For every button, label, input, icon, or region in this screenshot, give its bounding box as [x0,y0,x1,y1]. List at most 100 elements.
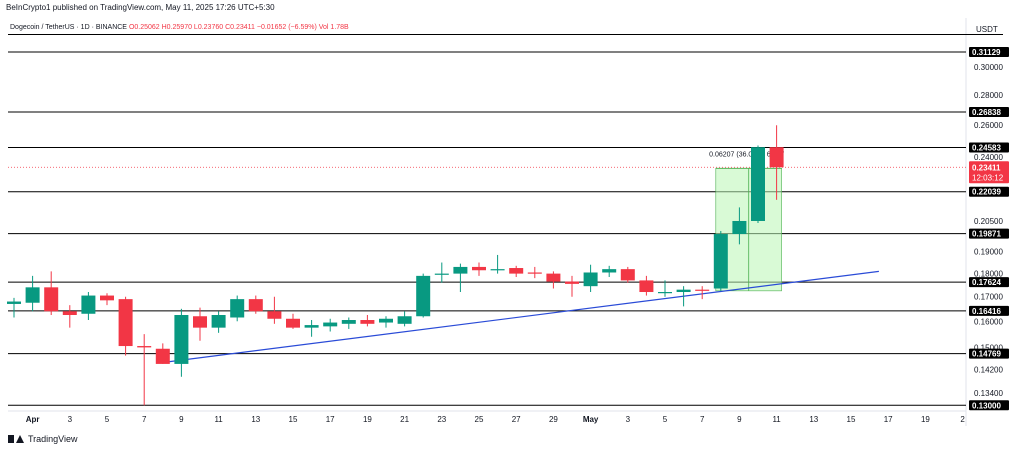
price-tick-label: 0.28000 [974,91,1003,100]
time-tick-label: 5 [105,415,110,424]
level-price-label: 0.26838 [972,108,1001,117]
level-price-label: 0.13000 [972,401,1001,410]
price-tick-label: 0.20500 [974,217,1003,226]
time-tick-label: 19 [363,415,372,424]
time-tick-label: 27 [512,415,521,424]
time-tick-label: 2 [960,415,965,424]
level-price-label: 0.19871 [972,230,1001,239]
level-price-label: 0.24583 [972,143,1001,152]
bullish-candle-body [323,322,338,327]
symbol-info-line: Dogecoin / TetherUS · 1D · BINANCE O0.25… [10,24,349,31]
time-tick-label: 17 [884,415,893,424]
time-tick-label: 7 [700,415,705,424]
price-tick-label: 0.14200 [974,366,1003,375]
symbol-title[interactable]: Dogecoin / TetherUS · 1D · BINANCE [10,24,127,31]
bullish-candle-body [81,295,96,314]
time-tick-label: 21 [400,415,409,424]
bearish-candle-body [695,289,710,291]
level-price-tag [969,46,1009,57]
level-price-label: 0.31129 [972,48,1001,57]
level-price-tag [969,277,1009,288]
ascending-trendline [162,270,879,364]
time-tick-label: 13 [809,415,818,424]
publisher-line: BeInCrypto1 published on TradingView.com… [6,3,275,12]
time-tick-label: 9 [179,415,184,424]
time-tick-label: May [583,415,599,424]
time-tick-label: 15 [289,415,298,424]
level-price-label: 0.22039 [972,188,1001,197]
current-price-label: 0.23411 [972,163,1001,172]
level-price-tag [969,106,1009,117]
time-tick-label: 9 [737,415,742,424]
time-tick-label: 19 [921,415,930,424]
time-tick-label: 3 [68,415,73,424]
price-tick-label: 0.24000 [974,153,1003,162]
bearish-candle-body [527,272,542,274]
time-tick-label: Apr [26,415,40,424]
bullish-candle-body [7,301,21,304]
bearish-candle-body [360,320,375,324]
bearish-candle-body [137,346,152,348]
time-tick-label: 17 [326,415,335,424]
bearish-candle-body [62,311,77,316]
level-price-tag [969,305,1009,316]
price-tick-label: 0.26000 [974,121,1003,130]
price-tick-label: 0.16000 [974,317,1003,326]
time-tick-label: 25 [475,415,484,424]
bullish-candle-body [211,315,226,328]
price-tick-label: 0.18000 [974,270,1003,279]
time-tick-label: 7 [142,415,147,424]
price-tick-label: 0.30000 [974,63,1003,72]
time-tick-label: 15 [847,415,856,424]
level-price-tag [969,228,1009,239]
bearish-candle-body [769,147,784,168]
time-tick-label: 5 [663,415,668,424]
currency-label[interactable]: USDT [976,25,998,34]
tradingview-footer[interactable]: TradingView [8,434,78,444]
ohlc-values: O0.25062 H0.25970 L0.23760 C0.23411 −0.0… [128,24,317,31]
time-tick-label: 11 [214,415,223,424]
bearish-candle-body [286,318,300,328]
bearish-candle-body [639,280,654,293]
time-tick-label: 29 [549,415,558,424]
bearish-candle-body [100,295,114,301]
bullish-candle-body [230,299,245,318]
bearish-candle-body [118,299,133,347]
time-tick-label: 13 [251,415,260,424]
tradingview-logo-icon [8,435,24,443]
price-tick-label: 0.19000 [974,248,1003,257]
bullish-candle-body [304,325,319,328]
bullish-candle-body [341,320,356,324]
bearish-candle-body [565,281,579,284]
bullish-candle-body [658,292,672,294]
bullish-candle-body [397,316,412,324]
bullish-candle-body [732,220,747,235]
time-tick-label: 23 [437,415,446,424]
bearish-candle-body [546,273,561,282]
bearish-candle-body [248,299,263,312]
bullish-candle-body [602,269,617,273]
bearish-candle-body [472,266,486,271]
bullish-candle-body [583,272,598,287]
bullish-candle-body [379,318,393,323]
brand-name: TradingView [28,434,78,444]
bullish-candle-body [453,266,468,274]
bearish-candle-body [267,311,282,319]
level-price-label: 0.14769 [972,350,1001,359]
level-price-tag [969,348,1009,359]
bearish-candle-body [44,287,59,312]
bullish-candle-body [416,275,431,317]
bullish-candle-body [25,287,40,303]
bullish-candle-body [174,315,189,364]
price-tick-label: 0.13400 [974,389,1003,398]
level-price-label: 0.17624 [972,278,1001,287]
time-tick-label: 11 [772,415,781,424]
price-tick-label: 0.17000 [974,293,1003,302]
level-price-tag [969,186,1009,197]
level-price-label: 0.16416 [972,307,1001,316]
level-price-tag [969,142,1009,153]
price-tick-label: 0.15000 [974,343,1003,352]
bearish-candle-body [193,316,207,328]
